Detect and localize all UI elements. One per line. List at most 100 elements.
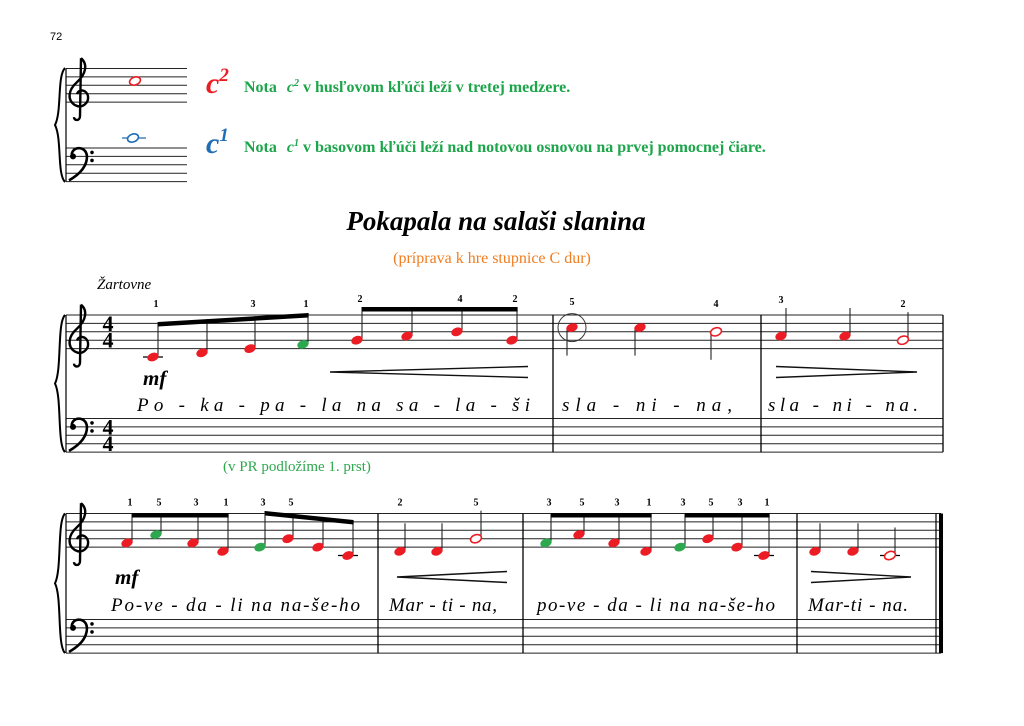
note-c5 [566, 323, 578, 332]
fingering-number: 4 [714, 299, 719, 310]
fingering-number: 3 [251, 299, 256, 310]
note-e4 [254, 542, 266, 552]
note-d4 [394, 546, 406, 556]
fingering-number: 1 [128, 498, 133, 509]
fingering-number: 2 [398, 498, 403, 509]
treble-clef-icon [68, 303, 90, 368]
bass-clef-dot [70, 423, 76, 430]
intro-line-c2: c2 Nota c2 v husľovom kľúči leží v trete… [206, 65, 570, 100]
fingering-hint: (v PR podložíme 1. prst) [223, 459, 371, 475]
note-e4 [674, 542, 686, 552]
fingering-number: 1 [647, 498, 652, 509]
tempo-marking: Žartovne [97, 276, 152, 293]
crescendo-hairpin [329, 365, 529, 379]
note-d4 [431, 546, 443, 556]
crescendo-hairpin [396, 570, 508, 584]
note-a4 [401, 331, 413, 341]
bass-clef-dot [90, 630, 94, 634]
note-e4 [312, 542, 324, 552]
note-g4 [506, 335, 518, 345]
treble-clef-icon [68, 502, 90, 567]
fingering-number: 3 [738, 498, 743, 509]
fingering-number: 3 [681, 498, 686, 509]
decrescendo-hairpin [810, 570, 912, 584]
fingering-number: 5 [289, 498, 294, 509]
note-e4 [244, 344, 256, 353]
note-c5 [634, 323, 646, 332]
fingering-number: 3 [779, 295, 784, 306]
beam [265, 511, 354, 525]
fingering-number: 5 [570, 297, 575, 308]
fingering-number: 4 [458, 294, 463, 305]
note-c4 [342, 551, 354, 560]
beam [551, 513, 652, 518]
fingering-number: 1 [154, 299, 159, 310]
bass-clef-icon [68, 618, 89, 654]
note-c4 [883, 550, 897, 561]
lyrics-line: sla - ni - na. [768, 395, 918, 416]
song-title: Pokapala na salaši slanina [345, 206, 645, 236]
lyrics-line: Po-ve - da - li na na-še-ho [110, 595, 360, 616]
fingering-number: 5 [157, 498, 162, 509]
brace [53, 512, 66, 654]
whole-note-c2 [128, 76, 142, 86]
fingering-number: 3 [194, 498, 199, 509]
bass-clef-dot [90, 421, 94, 425]
fingering-number: 3 [615, 498, 620, 509]
note-f4 [608, 538, 620, 548]
intro-text: Nota c2 v husľovom kľúči leží v tretej m… [244, 78, 570, 96]
lyrics-line: sla - ni - na, [562, 395, 732, 416]
decrescendo-hairpin [775, 365, 918, 379]
note-c4 [147, 352, 159, 362]
brace [53, 67, 66, 183]
bass-clef-dot [70, 624, 76, 631]
fingering-number: 5 [580, 498, 585, 509]
note-d4 [196, 348, 208, 358]
fingering-number: 1 [224, 498, 229, 509]
note-a4 [150, 530, 162, 539]
fingering-number: 2 [901, 299, 906, 310]
dynamic-mf: mf [115, 565, 140, 589]
bass-clef-icon [68, 146, 89, 182]
lyrics-line: Po - ka - pa - la na sa - la - ši [136, 395, 530, 416]
beam [132, 513, 229, 518]
big-note-label: c1 [206, 125, 229, 160]
time-signature-bottom: 4 [103, 328, 114, 353]
beam [685, 513, 770, 518]
intro-line-c1: c1 Nota c1 v basovom kľúči leží nad noto… [206, 125, 766, 160]
note-c4 [758, 551, 770, 560]
note-g4 [351, 335, 363, 345]
lyrics-line: Mar - ti - na, [388, 595, 497, 616]
bass-clef-dot [70, 153, 76, 160]
fingering-number: 5 [709, 498, 714, 509]
time-signature-top: 4 [103, 311, 114, 336]
note-f4 [187, 538, 199, 548]
fingering-number: 1 [765, 498, 770, 509]
treble-clef-icon [68, 57, 90, 122]
note-b4 [451, 327, 463, 337]
note-a4 [839, 331, 851, 341]
note-a4 [775, 331, 787, 341]
dynamic-mf: mf [143, 366, 168, 390]
note-g4 [702, 534, 714, 544]
bass-clef-dot [90, 158, 94, 163]
note-f4 [540, 538, 552, 548]
fingering-number: 2 [358, 294, 363, 305]
fingering-number: 2 [513, 294, 518, 305]
time-signature-top: 4 [103, 414, 114, 439]
note-f4 [121, 538, 133, 548]
lyrics-line: po-ve - da - li na na-še-ho [535, 595, 775, 616]
note-d4 [217, 546, 229, 556]
big-note-label: c2 [206, 65, 229, 100]
time-signature-bottom: 4 [103, 431, 114, 456]
lyrics-line: Mar-ti - na. [807, 595, 908, 616]
bass-clef-dot [90, 150, 94, 155]
note-g4 [469, 533, 483, 544]
bass-clef-dot [90, 429, 94, 433]
note-e4 [731, 542, 743, 552]
whole-note-c1 [126, 133, 140, 143]
